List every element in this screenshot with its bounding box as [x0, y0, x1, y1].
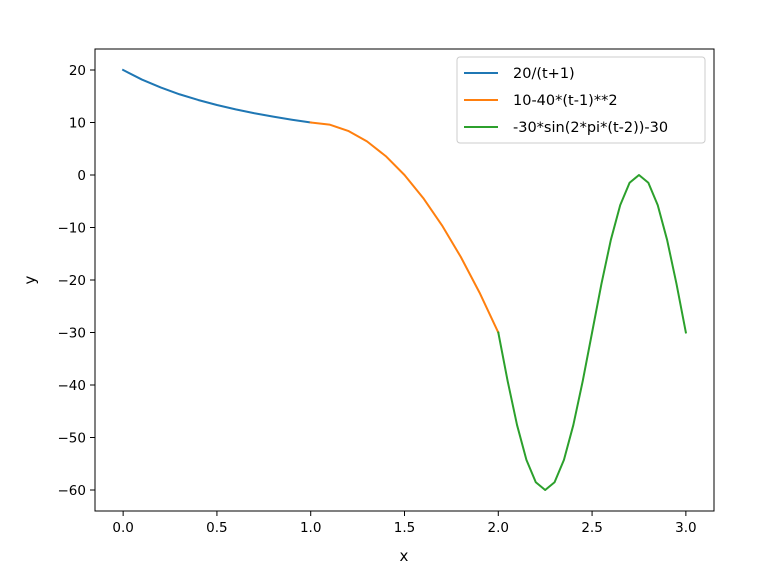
x-tick-label: 0.0 — [112, 520, 133, 536]
y-tick-label: 10 — [69, 116, 86, 132]
y-tick-label: −10 — [58, 221, 87, 237]
plot-lines — [121, 68, 688, 491]
legend: 20/(t+1) 10-40*(t-1)**2 -30*sin(2*pi*(t-2)… — [456, 56, 706, 144]
legend-label-1: 20/(t+1) — [513, 66, 575, 82]
series-line-3 — [497, 174, 688, 491]
y-axis-label: y — [21, 275, 39, 284]
y-tick-label: −60 — [58, 483, 87, 499]
x-tick-label: 1.0 — [300, 520, 321, 536]
y-tick-label: 0 — [77, 168, 86, 184]
legend-label-2: 10-40*(t-1)**2 — [513, 93, 618, 109]
y-tick-label: −20 — [58, 273, 87, 289]
y-tick-label: −40 — [58, 378, 87, 394]
y-tick-label: 20 — [69, 63, 86, 79]
x-axis: 0.0 0.5 1.0 1.5 2.0 2.5 3.0 — [112, 511, 697, 536]
x-tick-label: 1.5 — [394, 520, 415, 536]
y-tick-label: −50 — [58, 431, 87, 447]
x-tick-label: 3.0 — [675, 520, 696, 536]
series-line-1 — [121, 68, 312, 124]
x-axis-label: x — [400, 547, 409, 565]
x-tick-label: 2.5 — [581, 520, 602, 536]
x-tick-label: 2.0 — [488, 520, 509, 536]
legend-label-3: -30*sin(2*pi*(t-2))-30 — [513, 120, 668, 136]
y-axis: 20 10 0 −10 −20 −30 −40 −50 −60 — [58, 63, 95, 499]
legend-box — [456, 56, 706, 144]
x-tick-label: 0.5 — [206, 520, 227, 536]
y-tick-label: −30 — [58, 326, 87, 342]
series-line-2 — [309, 121, 500, 334]
